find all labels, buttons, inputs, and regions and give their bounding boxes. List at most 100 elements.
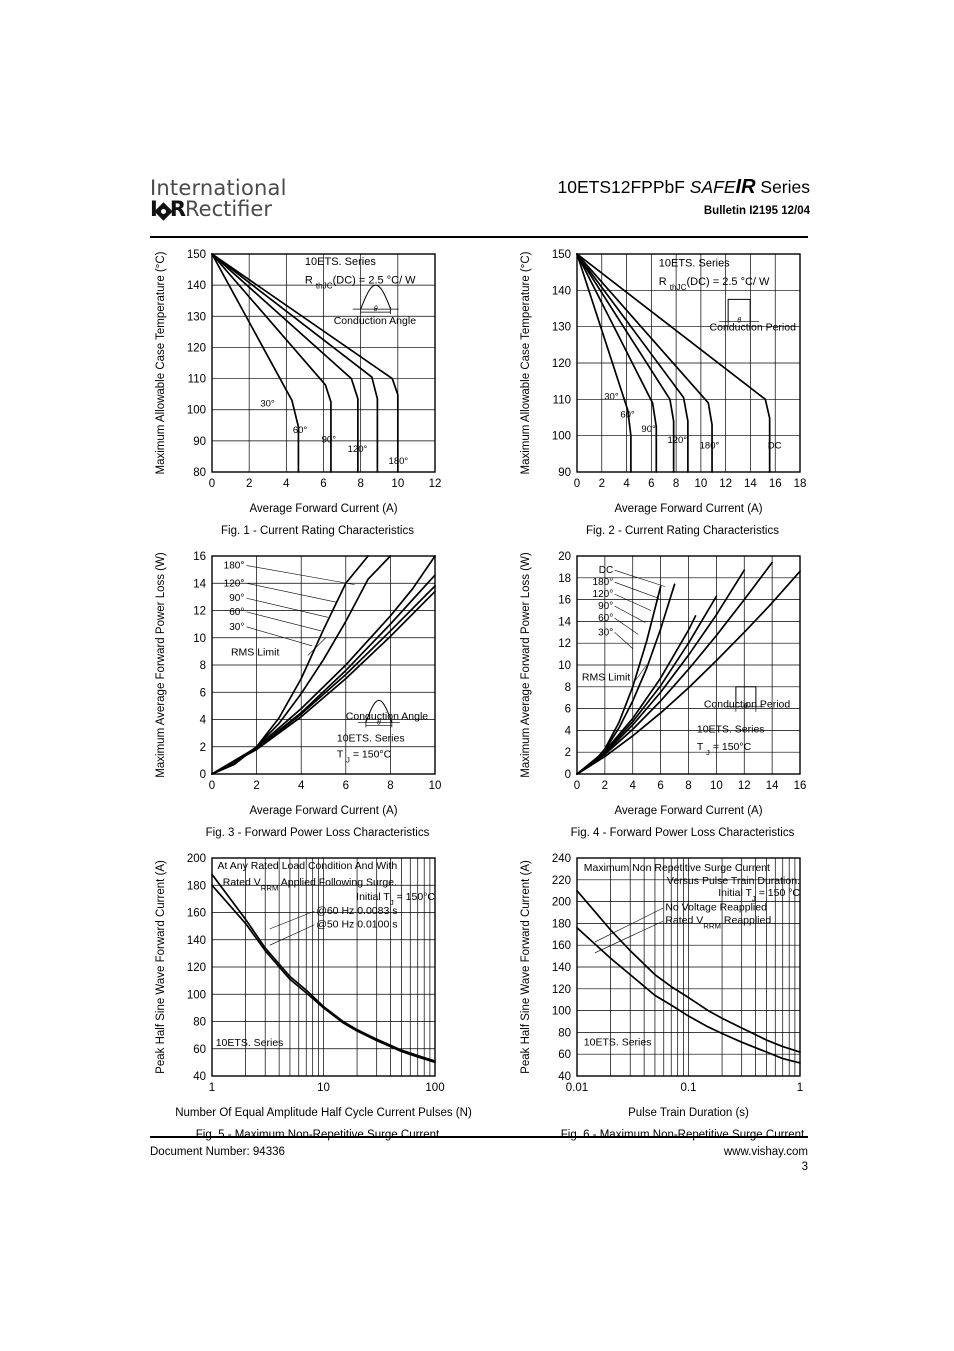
ir-label: IR — [735, 176, 756, 198]
fig2-label: 90° — [641, 424, 656, 435]
fig6-label: 10ETS. Series — [584, 1036, 652, 1048]
svg-text:140: 140 — [187, 935, 206, 947]
svg-text:100: 100 — [552, 431, 571, 443]
fig1-curve — [211, 253, 379, 473]
svg-text:0: 0 — [209, 478, 215, 490]
logo-text-international: International — [150, 176, 287, 200]
fig4-label: 60° — [598, 613, 613, 624]
fig6-gridlines — [576, 857, 801, 1077]
svg-text:4: 4 — [298, 780, 305, 792]
svg-text:40: 40 — [558, 1071, 571, 1083]
fig3-data-series — [211, 555, 436, 775]
fig6-label: No Voltage Reapplied — [665, 901, 767, 913]
fig3-curve — [211, 590, 436, 775]
figure-6: 40 60 80 100 120 140 160 180 200 220 240 0.01 0.1 1 Pe… — [515, 846, 815, 1141]
website-link[interactable]: www.vishay.com — [723, 1146, 808, 1158]
svg-text:14: 14 — [744, 478, 757, 490]
svg-text:200: 200 — [187, 853, 206, 865]
fig2-label: Conduction Period — [710, 321, 797, 333]
fig1-label: 180° — [389, 456, 409, 467]
fig1-x-axis-label: Average Forward Current (A) — [249, 503, 397, 515]
svg-text:40: 40 — [193, 1071, 206, 1083]
svg-text:80: 80 — [193, 467, 206, 479]
svg-text:2: 2 — [602, 780, 608, 792]
svg-text:R thJC(DC) = 2.5 °C/ W: R thJC(DC) = 2.5 °C/ W — [305, 275, 416, 291]
fig3-axis-titles: Maximum Average Forward Power Loss (W) Av… — [155, 552, 398, 817]
svg-text:6: 6 — [565, 704, 571, 716]
header-divider — [150, 236, 808, 238]
fig1-label: 120° — [348, 444, 368, 455]
svg-text:0: 0 — [200, 769, 206, 781]
fig1-axis-titles: Maximum Allowable Case Temperature (°C) A… — [155, 251, 398, 515]
svg-text:2: 2 — [253, 780, 259, 792]
fig5-curve — [211, 873, 436, 1062]
fig3-x-axis-label: Average Forward Current (A) — [249, 805, 397, 817]
svg-text:180: 180 — [552, 918, 571, 930]
svg-text:90: 90 — [558, 467, 571, 479]
fig1-label: 30° — [260, 399, 275, 410]
fig2-label: DC — [768, 440, 782, 451]
svg-text:100: 100 — [552, 1006, 571, 1018]
fig1-annotations: 10ETS. Series R thJC(DC) = 2.5 °C/ W θ Cond… — [260, 256, 416, 467]
fig5-label: @60 Hz 0.0083 s — [316, 905, 397, 917]
fig2-label: 10ETS. Series — [659, 258, 730, 270]
fig2-curve — [576, 253, 689, 473]
svg-text:18: 18 — [558, 573, 571, 585]
svg-text:4: 4 — [623, 478, 630, 490]
svg-text:14: 14 — [558, 616, 571, 628]
fig3-label: Conduction Angle — [346, 711, 428, 723]
page-number: 3 — [801, 1161, 808, 1173]
fig6-axis-titles: Peak Half Sine Wave Forward Current (A) P… — [520, 860, 749, 1119]
svg-text:T J = 150°C: T J = 150°C — [337, 749, 392, 765]
fig6-label: Versus Pulse Train Duration. — [667, 875, 800, 887]
svg-text:0.1: 0.1 — [681, 1082, 697, 1094]
svg-text:12: 12 — [193, 606, 206, 618]
series-label: Series — [760, 177, 810, 197]
svg-text:Rated VRRM Reapplied: Rated VRRM Reapplied — [665, 914, 771, 930]
company-logo: International I RRectifier — [150, 176, 325, 221]
fig4-curve — [576, 615, 697, 775]
fig4-x-axis-label: Average Forward Current (A) — [614, 805, 762, 817]
svg-text:10: 10 — [193, 633, 206, 645]
fig1-label: 60° — [293, 425, 308, 436]
fig1-label: Conduction Angle — [334, 315, 416, 327]
safe-label: SAFE — [689, 177, 736, 197]
fig3-caption: Fig. 3 - Forward Power Loss Characterist… — [206, 827, 430, 839]
fig2-label: 180° — [700, 440, 720, 451]
fig2-curve — [576, 253, 632, 473]
svg-text:10: 10 — [710, 780, 723, 792]
fig2-label: 30° — [604, 391, 619, 402]
svg-text:100: 100 — [425, 1082, 444, 1094]
fig2-annotations: 10ETS. Series R thJC(DC) = 2.5 °C/ W θCond… — [604, 258, 796, 452]
fig6-tick-labels: 40 60 80 100 120 140 160 180 200 220 240 0.01 0.1 1 — [552, 853, 803, 1094]
fig3-label: RMS Limit — [231, 646, 280, 658]
svg-text:6: 6 — [648, 478, 654, 490]
svg-text:60: 60 — [193, 1044, 206, 1056]
fig5-plot-frame — [211, 857, 436, 1077]
fig5-label: At Any Rated Load Condition And With — [217, 860, 397, 872]
svg-text:2: 2 — [565, 747, 571, 759]
svg-text:4: 4 — [200, 715, 207, 727]
fig5-curve — [211, 884, 436, 1064]
svg-text:6: 6 — [200, 687, 206, 699]
svg-text:16: 16 — [558, 595, 571, 607]
fig5-label: 10ETS. Series — [216, 1037, 284, 1049]
fig2-y-axis-label: Maximum Allowable Case Temperature (°C) — [520, 251, 532, 474]
svg-text:1: 1 — [797, 1082, 803, 1094]
figure-5: 40 60 80 100 120 140 160 180 200 1 10 100 Peak Half … — [150, 846, 472, 1141]
fig2-curve — [576, 253, 771, 473]
fig5-x-axis-label: Number Of Equal Amplitude Half Cycle Cur… — [175, 1107, 472, 1119]
svg-text:1: 1 — [209, 1082, 215, 1094]
page-header: International I RRectifier 10ETS12FPPbF S… — [150, 176, 810, 234]
svg-text:18: 18 — [794, 478, 807, 490]
svg-text:150: 150 — [187, 249, 206, 261]
fig4-label: 30° — [598, 627, 613, 638]
fig6-label: Maximum Non Repetitive Surge Current — [584, 862, 770, 874]
fig2-label: 60° — [620, 410, 635, 421]
svg-text:8: 8 — [673, 478, 679, 490]
svg-text:θ: θ — [377, 719, 381, 726]
svg-text:140: 140 — [552, 285, 571, 297]
